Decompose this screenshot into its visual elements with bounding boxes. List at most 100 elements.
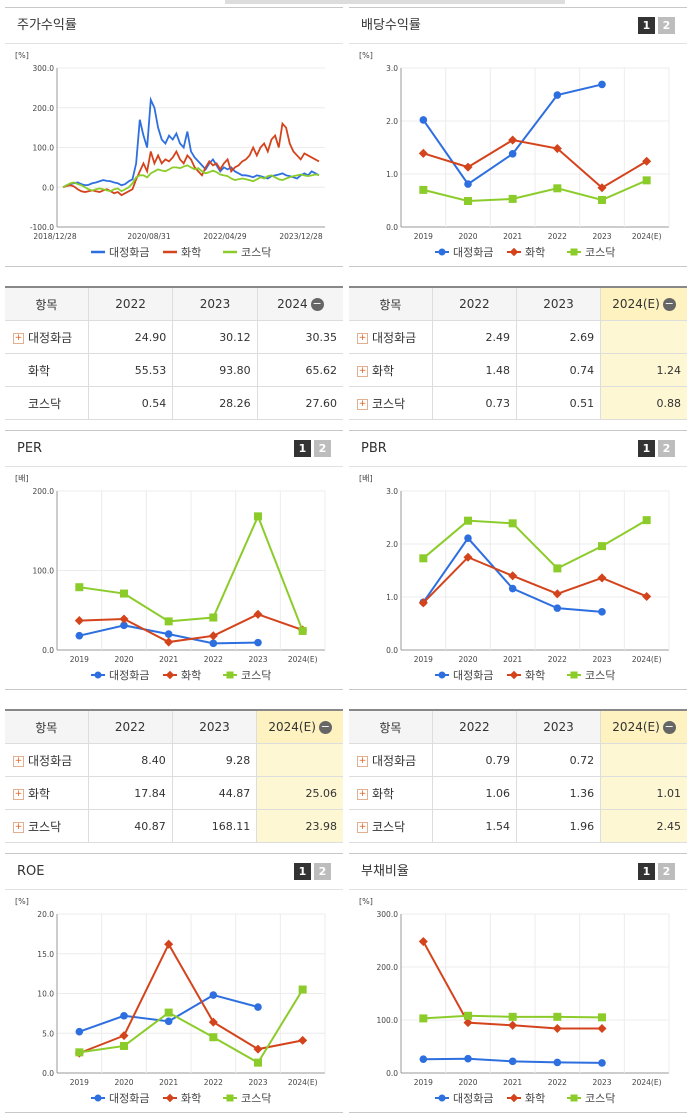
collapse-icon[interactable]: − — [318, 720, 332, 734]
x-tick-label: 2021 — [503, 1078, 522, 1087]
data-point — [254, 1058, 262, 1067]
data-point — [508, 194, 517, 203]
series-line — [79, 613, 303, 644]
data-point — [508, 1057, 517, 1066]
value-cell: 1.36 — [515, 776, 601, 810]
table-header-row: 항목 2022 2023 2024(E) − — [349, 287, 687, 321]
data-point — [598, 80, 606, 89]
x-tick-label: 2022 — [204, 1078, 223, 1087]
data-point — [254, 638, 262, 647]
x-tick-label: 2024(E) — [632, 1078, 662, 1087]
column-header: 항목 — [349, 710, 433, 744]
view-2-button[interactable]: 2 — [314, 440, 331, 457]
x-tick-label: 2023 — [248, 655, 267, 664]
legend-marker — [165, 1093, 175, 1103]
x-tick-label: 2019 — [70, 1078, 89, 1087]
expand-plus-icon[interactable]: + — [357, 398, 368, 410]
row-name-cell: 화학 — [5, 353, 89, 387]
table-header-row: 항목 2022 2023 2024− — [5, 287, 343, 321]
expand-plus-icon[interactable]: + — [357, 755, 368, 767]
x-tick-label: 2022 — [548, 232, 567, 241]
column-header: 2022 — [87, 710, 173, 744]
column-header: 2022 — [431, 710, 517, 744]
view-1-button[interactable]: 1 — [294, 863, 311, 880]
data-point — [553, 91, 562, 99]
table-row: + 대정화금 0.79 0.72 — [349, 743, 687, 777]
y-tick-label: 200.0 — [377, 963, 399, 972]
legend-marker — [509, 1093, 519, 1103]
view-1-button[interactable]: 1 — [294, 440, 311, 457]
data-point — [464, 1054, 472, 1063]
legend-marker — [165, 670, 175, 680]
value-cell: 168.11 — [171, 809, 257, 843]
view-2-button[interactable]: 2 — [658, 440, 675, 457]
view-1-button[interactable]: 1 — [638, 17, 655, 34]
data-point — [553, 1058, 562, 1067]
expand-plus-icon[interactable]: + — [357, 788, 368, 800]
data-point — [597, 1023, 607, 1034]
expand-plus-icon[interactable]: + — [357, 821, 368, 833]
value-cell — [600, 320, 687, 354]
collapse-icon[interactable]: − — [662, 297, 676, 311]
data-point — [209, 639, 218, 648]
value-cell — [256, 743, 343, 777]
y-tick-label: 2.0 — [386, 117, 398, 126]
value-cell: 0.72 — [515, 743, 601, 777]
x-tick-label: 2021 — [503, 655, 522, 664]
data-point — [120, 589, 128, 598]
view-1-button[interactable]: 1 — [638, 863, 655, 880]
row-name-cell: + 코스닥 — [349, 386, 433, 420]
expand-plus-icon[interactable]: + — [13, 788, 24, 800]
view-2-button[interactable]: 2 — [658, 17, 675, 34]
view-2-button[interactable]: 2 — [658, 863, 675, 880]
row-name-cell: + 대정화금 — [349, 743, 433, 777]
data-point — [419, 116, 428, 124]
value-cell: 65.62 — [256, 353, 343, 387]
data-point — [508, 135, 518, 145]
series-line — [62, 96, 320, 189]
legend-label: 화학 — [181, 1092, 201, 1105]
value-cell: 0.73 — [431, 386, 517, 420]
data-point — [120, 1041, 128, 1050]
row-name-cell: 코스닥 — [5, 386, 89, 420]
table-row: + 코스닥 0.73 0.51 0.88 — [349, 386, 687, 420]
collapse-icon[interactable]: − — [662, 720, 676, 734]
column-header: 2023 — [171, 710, 257, 744]
legend-marker — [509, 670, 519, 680]
expand-plus-icon[interactable]: + — [357, 365, 368, 377]
data-point — [419, 1014, 428, 1023]
series-line — [79, 513, 304, 632]
data-point — [642, 176, 651, 185]
x-tick-label: 2022 — [548, 655, 567, 664]
data-point — [642, 591, 652, 601]
table-row: + 화학 1.06 1.36 1.01 — [349, 776, 687, 810]
view-2-button[interactable]: 2 — [314, 863, 331, 880]
value-cell: 1.06 — [431, 776, 517, 810]
value-cell: 0.79 — [431, 743, 517, 777]
y-tick-label: 2.0 — [386, 540, 398, 549]
expand-plus-icon[interactable]: + — [13, 821, 24, 833]
data-point — [598, 608, 606, 616]
data-point — [209, 1033, 218, 1042]
pbr-table: 항목 2022 2023 2024(E) − + 대정화금 0.79 0.72 + 화학 1.06 1.… — [349, 709, 687, 843]
data-point — [642, 516, 651, 525]
y-tick-label: 15.0 — [37, 950, 54, 959]
expand-plus-icon[interactable]: + — [357, 332, 368, 344]
expand-plus-icon[interactable]: + — [13, 332, 24, 344]
debt-ratio-chart: [%] 300.0 200.0 100.0 0.0 2019 2020 2021 2022 202… — [359, 897, 670, 1105]
collapse-icon[interactable]: − — [310, 297, 324, 311]
data-point — [75, 1048, 84, 1057]
value-cell: 0.51 — [515, 386, 601, 420]
data-point — [298, 1035, 308, 1045]
view-1-button[interactable]: 1 — [638, 440, 655, 457]
legend-label: 대정화금 — [109, 1092, 149, 1105]
x-tick-label: 2024(E) — [632, 232, 662, 241]
table-row: + 화학 1.48 0.74 1.24 — [349, 353, 687, 387]
value-cell — [600, 743, 687, 777]
x-tick-label: 2024(E) — [288, 655, 318, 664]
data-point — [209, 613, 218, 622]
expand-plus-icon[interactable]: + — [13, 755, 24, 767]
